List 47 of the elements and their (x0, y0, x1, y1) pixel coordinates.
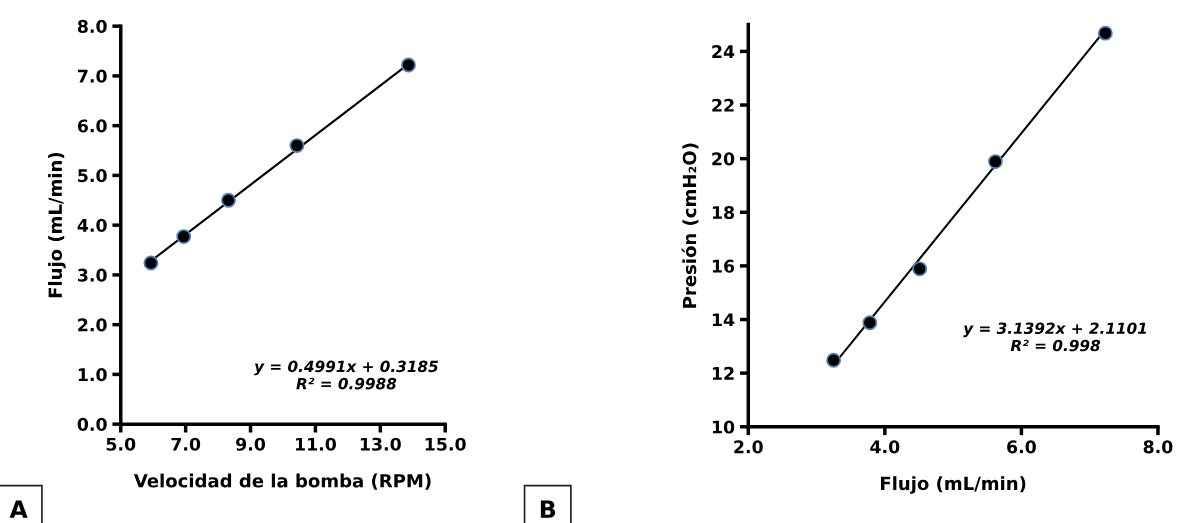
text: B (540, 500, 556, 518)
point (862, 315, 878, 331)
x-tick-label: 11.0 (295, 437, 337, 451)
y-tick-label: 14 (712, 313, 735, 327)
x-tick-label: 5.0 (106, 437, 136, 451)
y-tick-label: 8.0 (77, 19, 107, 33)
x-tick-label: 13.0 (360, 437, 401, 451)
y-tick-label: 12 (712, 366, 734, 380)
y-axis-title: Flujo (mL/min) (48, 152, 66, 298)
y-tick-label: 2.0 (78, 318, 107, 332)
point (826, 352, 842, 368)
x-tick-label: 8.0 (1143, 440, 1173, 454)
x-tick-label: 7.0 (171, 437, 201, 451)
y-tick-label: 22 (712, 98, 734, 112)
x-tick-label: 6.0 (1007, 440, 1036, 454)
annotation: y = 0.4991x + 0.3185 (254, 360, 438, 376)
point (289, 138, 305, 153)
point (401, 57, 416, 73)
y-tick-label: 5.0 (78, 169, 107, 183)
annotation: y = 3.1392x + 2.1101 (963, 322, 1147, 338)
y-tick-label: 24 (712, 45, 735, 58)
point (143, 255, 159, 271)
y-tick-label: 0.0 (77, 417, 107, 431)
x-tick-label: 2.0 (734, 440, 763, 454)
point (176, 229, 192, 245)
y-axis-title: Presión (cmH₂O) (681, 143, 699, 308)
point (912, 261, 928, 277)
point (221, 192, 236, 208)
x-tick-label: 15.0 (425, 437, 466, 451)
y-tick-label: 4.0 (77, 218, 107, 232)
x-axis-title: Flujo (mL/min) (881, 476, 1026, 494)
x-tick-label: 4.0 (870, 440, 900, 454)
y-tick-label: 20 (712, 152, 735, 166)
annotation: R² = 0.998 (1010, 339, 1101, 352)
point (988, 154, 1003, 170)
y-tick-label: 1.0 (78, 368, 107, 382)
y-tick-label: 18 (712, 205, 735, 220)
y-tick-label: 16 (712, 259, 735, 273)
y-tick-label: 7.0 (77, 69, 107, 83)
y-tick-label: 3.0 (77, 268, 107, 282)
x-tick-label: 9.0 (236, 437, 266, 451)
y-tick-label: 10 (712, 420, 735, 434)
annotation: R² = 0.9988 (296, 377, 397, 390)
text: A (9, 500, 28, 518)
y-tick-label: 6.0 (77, 119, 107, 133)
point (1097, 25, 1113, 41)
x-axis-title: Velocidad de la bomba (RPM) (133, 473, 431, 490)
